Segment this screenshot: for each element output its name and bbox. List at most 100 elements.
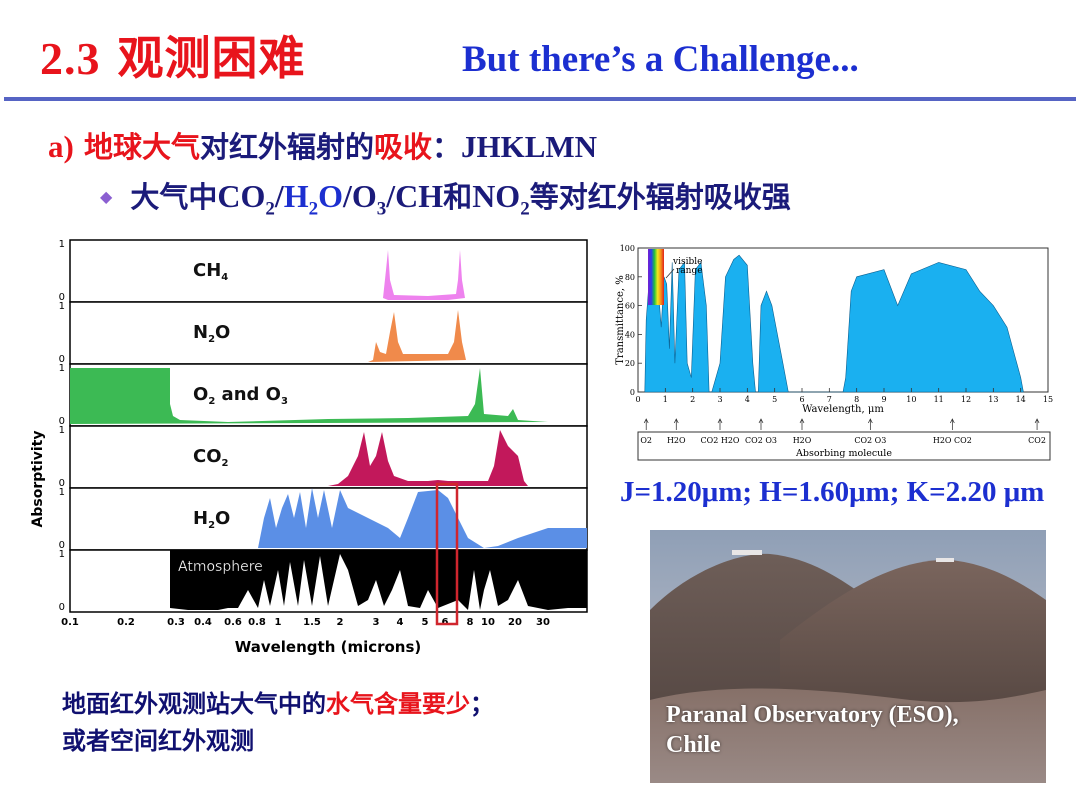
absorption-curve-1 (368, 310, 466, 362)
t-x-tick-label: 3 (717, 395, 722, 404)
t-x-tick-label: 0 (635, 395, 640, 404)
title-english: But there’s a Challenge... (462, 39, 859, 80)
x-tick-label: 10 (481, 617, 495, 628)
formula-h2o: H2O (283, 178, 343, 220)
footnote-semicolon: ； (470, 690, 494, 718)
t-x-tick-label: 9 (881, 395, 886, 404)
range-label: range (676, 266, 703, 276)
arrow-head-icon (1034, 418, 1040, 424)
footnote-line1-a: 地面红外观测站大气中的 (62, 690, 326, 718)
x-tick-label: 0.2 (117, 617, 135, 628)
photo-foreground (650, 688, 1046, 783)
x-tick-label: 0.4 (194, 617, 212, 628)
t-y-tick-label: 80 (625, 273, 635, 282)
y-tick-label: 0 (59, 416, 65, 427)
y-tick-label: 0 (59, 292, 65, 303)
t-x-tick-label: 14 (1016, 395, 1026, 404)
visible-label: visible (672, 257, 702, 267)
bullet-pre: 大气中 (130, 180, 218, 214)
x-tick-label: 2 (337, 617, 344, 628)
molecule-label: CO2 (1028, 436, 1046, 445)
y-tick-label: 1 (59, 425, 65, 436)
t-x-tick-label: 11 (934, 395, 944, 404)
y-tick-label: 0 (59, 478, 65, 489)
t-x-tick-label: 7 (827, 395, 832, 404)
spectrum-panel-2: 1 0 O2 and O3 (59, 363, 588, 427)
t-x-tick-label: 10 (906, 395, 916, 404)
absorption-curve-0 (383, 250, 465, 300)
formula-no2: NO2 (472, 178, 530, 220)
arrow-head-icon (643, 418, 649, 424)
transmittance-area (644, 254, 1024, 393)
formula-ch: CH (395, 178, 444, 214)
x-tick-label: 0.3 (167, 617, 185, 628)
title-number: 2.3 (40, 33, 101, 84)
x-tick-label: 5 (422, 617, 429, 628)
x-tick-label: 1.5 (303, 617, 321, 628)
t-y-tick-label: 60 (625, 302, 635, 311)
slash: / (386, 178, 396, 214)
arrow-head-icon (673, 418, 679, 424)
arrow-head-icon (950, 418, 955, 424)
x-tick-label: 20 (508, 617, 522, 628)
t-y-tick-label: 20 (625, 359, 635, 368)
spectrum-panel-4: 1 0 H2O (59, 487, 588, 551)
y-tick-label: 1 (59, 301, 65, 312)
t-x-tick-label: 4 (745, 395, 750, 404)
point-a-atmosphere: 地球大气 (83, 130, 200, 164)
y-tick-label: 0 (59, 540, 65, 551)
photo-caption: Paranal Observatory (ESO), Chile (666, 700, 959, 760)
panel-label: O2 and O3 (193, 384, 288, 407)
arrow-head-icon (758, 418, 764, 424)
x-tick-label: 4 (397, 617, 404, 628)
spectrum-xlabel: Wavelength (microns) (235, 638, 422, 656)
molecule-label: CO2 O3 (745, 436, 777, 445)
t-x-tick-label: 8 (854, 395, 859, 404)
bullet-post: 等对红外辐射吸收强 (529, 180, 791, 214)
visible-pointer (665, 268, 675, 279)
slide-title: 2.3 观测困难 (40, 22, 306, 88)
spectrum-panel-5: 1 0 Atmosphere (59, 549, 588, 613)
absorption-curve-2 (70, 368, 548, 424)
x-tick-label: 6 (442, 617, 449, 628)
point-a-absorption: 吸收 (373, 130, 432, 164)
panel-label: H2O (193, 508, 230, 531)
formula-o3: O3 (351, 178, 387, 220)
point-a-middle: 对红外辐射的 (199, 130, 374, 164)
y-tick-label: 1 (59, 239, 65, 250)
y-tick-label: 0 (59, 354, 65, 365)
spectrum-panel-1: 1 0 N2O (59, 301, 588, 365)
point-a: a) 地球大气对红外辐射的吸收：JHKLMN (48, 124, 597, 166)
band-definitions: J=1.20μm; H=1.60μm; K=2.20 μm (620, 476, 1045, 508)
formula-co2: CO2 (217, 178, 275, 220)
t-x-tick-label: 6 (799, 395, 804, 404)
molecule-label: H2O (793, 436, 812, 445)
panel-label: N2O (193, 322, 230, 345)
x-tick-label: 30 (536, 617, 550, 628)
title-chinese: 观测困难 (117, 31, 306, 85)
molecule-label: H2O CO2 (933, 436, 972, 445)
t-x-tick-label: 1 (663, 395, 668, 404)
panel-label: Atmosphere (178, 559, 263, 575)
panel-label: CH4 (193, 260, 228, 283)
t-x-tick-label: 13 (988, 395, 998, 404)
panel-label: CO2 (193, 446, 229, 469)
molecule-box (637, 431, 1051, 461)
footnote-water-vapor: 水气含量要少 (326, 690, 470, 718)
x-tick-label: 3 (373, 617, 380, 628)
t-x-tick-label: 5 (772, 395, 777, 404)
x-tick-label: 1 (275, 617, 282, 628)
paranal-photo: Paranal Observatory (ESO), Chile (650, 530, 1046, 783)
observatory-buildings-right (936, 558, 954, 562)
spectrum-panel-3: 1 0 CO2 (59, 425, 588, 489)
absorption-curve-3 (328, 430, 528, 486)
transmittance-ylabel: Transmittance, % (615, 275, 626, 364)
x-tick-label: 0.8 (248, 617, 266, 628)
transmittance-xlabel: Wavelength, μm (802, 404, 884, 415)
slash: / (343, 178, 352, 214)
footnote: 地面红外观测站大气中的水气含量要少； 或者空间红外观测 (62, 686, 494, 760)
molecule-label: O2 (640, 436, 652, 445)
t-y-tick-label: 0 (630, 388, 635, 397)
arrow-head-icon (717, 418, 723, 424)
